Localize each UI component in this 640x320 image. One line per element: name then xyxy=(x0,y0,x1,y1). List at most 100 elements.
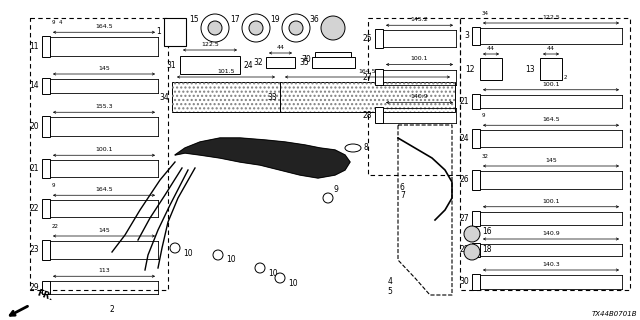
Text: 24: 24 xyxy=(243,60,253,69)
Text: 101.5: 101.5 xyxy=(217,69,235,74)
Text: 1: 1 xyxy=(156,28,161,36)
Text: 145.2: 145.2 xyxy=(411,17,428,22)
Text: 70: 70 xyxy=(301,55,311,65)
Text: 145: 145 xyxy=(98,66,110,71)
Bar xyxy=(472,244,480,257)
Text: 28: 28 xyxy=(362,110,372,119)
Text: 30: 30 xyxy=(460,277,469,286)
Text: 9: 9 xyxy=(333,186,338,195)
Bar xyxy=(480,58,502,80)
Text: 27: 27 xyxy=(460,214,469,223)
Text: 113: 113 xyxy=(98,268,110,273)
Text: 13: 13 xyxy=(525,65,535,74)
Bar xyxy=(540,58,562,80)
Bar xyxy=(42,159,50,178)
Circle shape xyxy=(201,14,229,42)
Text: 22: 22 xyxy=(29,204,39,213)
Bar xyxy=(164,18,186,46)
Text: 145: 145 xyxy=(98,228,110,233)
Text: 9: 9 xyxy=(482,113,486,118)
Circle shape xyxy=(464,226,480,242)
Bar xyxy=(180,56,240,74)
Text: 164.5: 164.5 xyxy=(358,69,376,74)
Bar xyxy=(42,116,50,137)
Text: 100.1: 100.1 xyxy=(95,147,113,152)
Circle shape xyxy=(242,14,270,42)
Bar xyxy=(472,274,480,290)
Bar xyxy=(460,18,630,290)
Text: 20: 20 xyxy=(29,122,39,131)
Text: 36: 36 xyxy=(309,15,319,25)
Text: 25: 25 xyxy=(362,34,372,43)
Polygon shape xyxy=(175,138,350,178)
Text: 8: 8 xyxy=(363,143,368,153)
Circle shape xyxy=(289,21,303,35)
Bar xyxy=(375,69,383,85)
Text: 9  4: 9 4 xyxy=(52,20,63,25)
Text: 2: 2 xyxy=(109,306,115,315)
Text: 12: 12 xyxy=(465,65,475,74)
Text: 10: 10 xyxy=(268,268,278,277)
Text: 16: 16 xyxy=(482,228,492,236)
Text: 3: 3 xyxy=(464,31,469,41)
Text: 6: 6 xyxy=(400,183,405,193)
Circle shape xyxy=(170,243,180,253)
Circle shape xyxy=(323,193,333,203)
Text: 26: 26 xyxy=(460,175,469,185)
Text: 23: 23 xyxy=(29,245,39,254)
Bar xyxy=(472,211,480,226)
Text: 100.1: 100.1 xyxy=(542,199,560,204)
Text: 35: 35 xyxy=(300,58,309,67)
Text: 44: 44 xyxy=(487,46,495,51)
Text: 5: 5 xyxy=(388,287,392,297)
Ellipse shape xyxy=(345,144,361,152)
Bar xyxy=(315,52,351,68)
Text: 10: 10 xyxy=(183,249,193,258)
Text: 10: 10 xyxy=(226,255,236,265)
Bar xyxy=(266,57,295,68)
Text: 44: 44 xyxy=(276,45,285,50)
Bar xyxy=(312,57,355,68)
Text: 21: 21 xyxy=(29,164,39,173)
Text: 100.1: 100.1 xyxy=(542,82,560,87)
Bar xyxy=(472,27,480,45)
Bar xyxy=(472,94,480,109)
Text: 140.9: 140.9 xyxy=(411,94,428,100)
Bar xyxy=(472,170,480,190)
Circle shape xyxy=(213,250,223,260)
Text: 28: 28 xyxy=(460,245,469,254)
Text: 31: 31 xyxy=(166,60,176,69)
Text: 7: 7 xyxy=(400,191,405,201)
Text: 21: 21 xyxy=(460,97,469,106)
Circle shape xyxy=(282,14,310,42)
Text: 122.5: 122.5 xyxy=(542,15,560,20)
Text: 4: 4 xyxy=(388,277,392,286)
Text: 22: 22 xyxy=(52,224,59,229)
Circle shape xyxy=(255,263,265,273)
Bar xyxy=(172,82,280,112)
Text: 24: 24 xyxy=(460,134,469,143)
Text: 33: 33 xyxy=(268,92,277,101)
Bar xyxy=(30,18,168,290)
Bar xyxy=(172,82,280,112)
Text: 19: 19 xyxy=(270,15,280,25)
Text: 164.5: 164.5 xyxy=(95,187,113,192)
Text: 155.3: 155.3 xyxy=(95,104,113,109)
Text: 122.5: 122.5 xyxy=(201,42,219,47)
Bar xyxy=(42,78,50,94)
Text: 140.3: 140.3 xyxy=(542,262,560,267)
Text: 164.5: 164.5 xyxy=(95,24,113,29)
Text: 140.9: 140.9 xyxy=(542,231,560,236)
Text: 145: 145 xyxy=(545,158,557,163)
Bar xyxy=(42,199,50,218)
Bar xyxy=(42,36,50,57)
Text: TX44B0701B: TX44B0701B xyxy=(591,311,637,317)
Bar xyxy=(42,281,50,294)
Bar xyxy=(280,82,455,112)
Text: 18: 18 xyxy=(482,245,492,254)
Text: 14: 14 xyxy=(29,82,39,91)
Circle shape xyxy=(249,21,263,35)
Circle shape xyxy=(464,244,480,260)
Text: 27: 27 xyxy=(362,73,372,82)
Text: 34: 34 xyxy=(482,11,489,16)
